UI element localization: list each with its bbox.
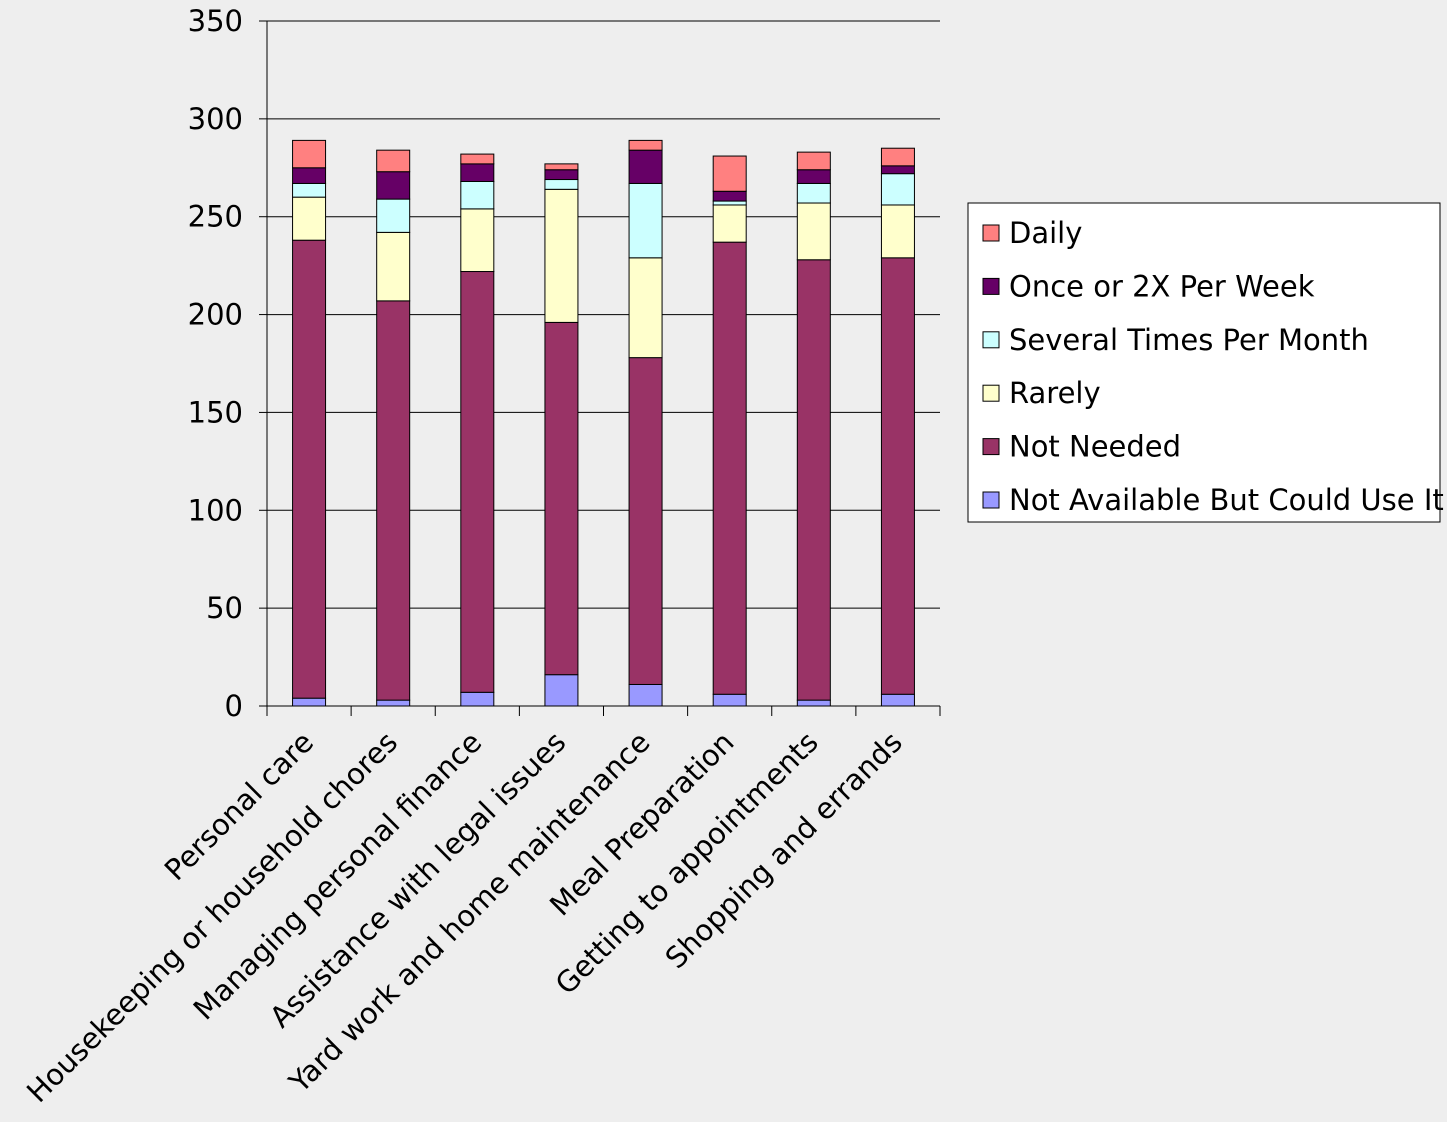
bar-segment [712,190,747,202]
legend: Daily Once or 2X Per Week Several Times Pe… [967,202,1444,523]
bar-segment [376,171,411,200]
bar-segment [460,271,495,693]
bar-segment [628,139,663,151]
bar-segment [712,204,747,243]
legend-swatch [982,491,1000,509]
x-tick-label: Personal care [158,725,320,887]
bar-segment [544,163,579,171]
bar-segment [292,182,327,198]
legend-swatch [982,224,1000,242]
legend-label: Daily [1009,216,1082,250]
bar-segment [880,147,915,167]
bar-segment [460,180,495,210]
bar-segment [628,182,663,259]
legend-swatch [982,331,1000,349]
y-tick-label: 250 [188,200,243,234]
bar-segment [628,357,663,685]
bar-segment [796,151,831,171]
bar-segment [376,300,411,701]
bar-segment [712,155,747,192]
y-tick-label: 50 [206,591,243,625]
legend-label: Several Times Per Month [1009,323,1369,357]
bar-segment [544,169,579,181]
bar-segment [292,196,327,241]
bar-segment [628,149,663,184]
bar-segment [376,231,411,302]
bar-segment [628,683,663,707]
bar-segment [628,257,663,359]
bar-segment [292,139,327,169]
bar-segment [880,165,915,175]
y-tick-label: 200 [188,298,243,332]
bar-segment [376,699,411,707]
bar-segment [460,163,495,182]
bar-stacks [292,139,915,707]
bar-segment [796,259,831,701]
legend-label: Once or 2X Per Week [1009,269,1315,303]
bar-segment [880,173,915,206]
y-tick-label: 100 [188,493,243,527]
bar-segment [544,179,579,190]
bar-segment [796,169,831,184]
bar-segment [712,241,747,695]
bar-segment [544,188,579,323]
y-tick-label: 300 [188,102,243,136]
legend-label: Rarely [1009,376,1101,410]
bar-segment [880,257,915,695]
bar-segment [460,208,495,273]
legend-swatch [982,438,1000,456]
bar-segment [796,202,831,261]
y-tick-label: 350 [188,4,243,38]
legend-label: Not Needed [1009,430,1181,464]
bar-segment [460,153,495,165]
legend-swatch [982,277,1000,295]
y-axis-tick-labels: 0 50 100 150 200 250 300 350 [188,4,243,723]
bar-segment [376,149,411,173]
bar-segment [292,239,327,699]
bar-segment [712,200,747,206]
y-tick-label: 0 [225,689,243,723]
bar-segment [460,691,495,707]
bar-segment [292,167,327,184]
bar-segment [880,693,915,707]
bar-segment [292,697,327,707]
axes [259,20,941,716]
bar-segment [880,204,915,259]
bar-segment [796,182,831,204]
legend-swatch [982,384,1000,402]
legend-label: Not Available But Could Use It [1009,483,1444,517]
bar-segment [376,198,411,233]
legend-box [967,202,1441,523]
bar-segment [796,699,831,707]
bar-segment [712,693,747,707]
gridlines [267,20,940,609]
bar-segment [544,321,579,676]
bar-segment [544,674,579,707]
y-tick-label: 150 [188,395,243,429]
